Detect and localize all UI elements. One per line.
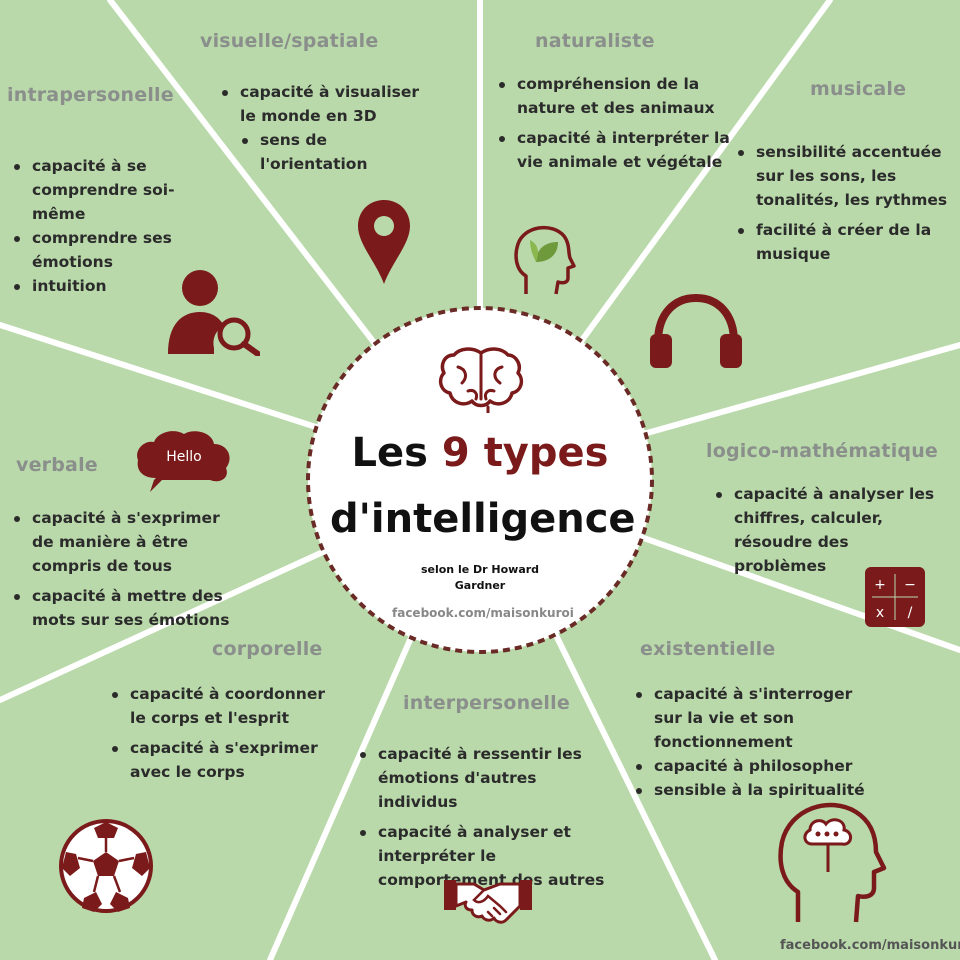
center-facebook-link[interactable]: facebook.com/maisonkuroi [392,606,574,620]
list-item: capacité à s'exprimer avec le corps [110,736,340,784]
list-item: capacité à ressentir les émotions d'autr… [358,742,608,814]
handshake-icon [444,880,532,924]
list-intrapersonelle: capacité à se comprendre soi-même compre… [12,154,212,304]
list-interpersonelle: capacité à ressentir les émotions d'autr… [358,742,608,898]
list-item: sens de l'orientation [240,128,430,176]
list-existentielle: capacité à s'interroger sur la vie et so… [634,682,884,808]
speech-cloud-icon: Hello [137,431,230,492]
title-interpersonelle: interpersonelle [403,692,570,714]
center-subtitle: selon le Dr Howard Gardner [420,563,540,592]
title-logico: logico-mathématique [706,440,939,462]
list-item: sensibilité accentuée sur les sons, les … [736,140,951,212]
list-verbale: capacité à s'exprimer de manière à être … [12,506,244,638]
title-existentielle: existentielle [640,638,776,660]
center-title: Les 9 types [351,430,609,476]
soccer-ball-icon [59,819,153,913]
map-pin-icon [358,200,410,284]
head-leaf-icon [514,225,576,295]
bubble-text: Hello [166,449,202,465]
list-item: capacité à s'interroger sur la vie et so… [634,682,884,754]
list-logico: capacité à analyser les chiffres, calcul… [714,482,944,584]
center-title-line2: d'intelligence [330,496,636,542]
list-item: capacité à analyser et interpréter le co… [358,820,608,892]
list-item: comprendre ses émotions [12,226,212,274]
title-naturaliste: naturaliste [535,30,655,52]
headphones-icon [650,293,742,368]
list-item: facilité à créer de la musique [736,218,951,266]
svg-text:−: − [904,577,916,593]
list-item: capacité à coordonner le corps et l'espr… [110,682,340,730]
list-item: capacité à analyser les chiffres, calcul… [714,482,944,578]
title-verbale: verbale [16,454,98,476]
title-musicale: musicale [810,78,907,100]
list-item: compréhension de la nature et des animau… [497,72,737,120]
title-corporelle: corporelle [212,638,323,660]
brain-icon [438,347,524,413]
list-corporelle: capacité à coordonner le corps et l'espr… [110,682,340,790]
corner-facebook-link[interactable]: facebook.com/maisonkuroi [780,938,960,953]
list-naturaliste: compréhension de la nature et des animau… [497,72,737,180]
title-word: types [483,430,609,476]
title-number: 9 [441,430,470,476]
list-item: capacité à philosopher [634,754,884,778]
list-item: sensible à la spiritualité [634,778,884,802]
svg-text:/: / [908,605,913,621]
list-item: intuition [12,274,212,298]
list-visuelle: capacité à visualiser le monde en 3D sen… [220,80,430,182]
list-musicale: sensibilité accentuée sur les sons, les … [736,140,951,272]
list-item: capacité à s'exprimer de manière à être … [12,506,244,578]
list-item: capacité à visualiser le monde en 3D [220,80,430,128]
list-item: capacité à interpréter la vie animale et… [497,126,737,174]
list-item: capacité à mettre des mots sur ses émoti… [12,584,244,632]
list-item: capacité à se comprendre soi-même [12,154,212,226]
svg-text:x: x [876,605,884,621]
head-thought-icon [778,802,887,923]
title-visuelle: visuelle/spatiale [200,30,379,52]
svg-text:+: + [874,577,886,593]
person-search-icon [168,270,260,356]
title-intrapersonelle: intrapersonelle [7,84,174,106]
calculator-icon: + − x / [865,567,925,627]
